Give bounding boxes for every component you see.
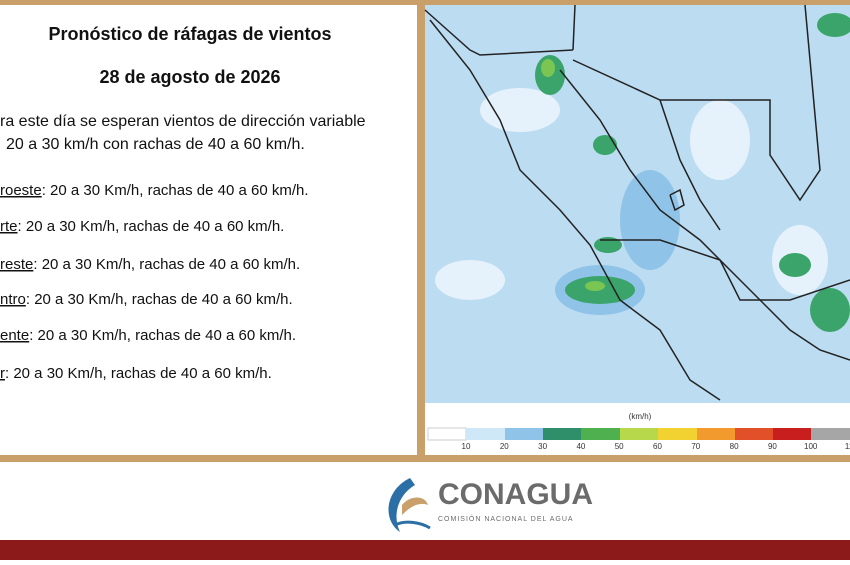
region-name: ntro xyxy=(0,291,26,308)
legend-label: 10 xyxy=(462,442,471,451)
legend-label: 80 xyxy=(730,442,739,451)
region-line: roeste: 20 a 30 Km/h, rachas de 40 a 60 … xyxy=(0,182,309,199)
legend-label: 40 xyxy=(576,442,585,451)
intro-line: 20 a 30 km/h con rachas de 40 a 60 km/h. xyxy=(6,136,305,153)
logo-name: CONAGUA xyxy=(438,478,593,511)
logo xyxy=(388,478,431,532)
region-name: r xyxy=(0,365,5,382)
region-text: : 20 a 30 Km/h, rachas de 40 a 60 km/h. xyxy=(29,327,296,344)
region-name: roeste xyxy=(0,182,42,199)
text-panel xyxy=(0,5,417,455)
region-line: ntro: 20 a 30 Km/h, rachas de 40 a 60 km… xyxy=(0,291,293,308)
region-text: : 20 a 30 Km/h, rachas de 40 a 60 km/h. xyxy=(18,218,285,235)
intro-line: ra este día se esperan vientos de direcc… xyxy=(0,113,366,130)
legend-label: 50 xyxy=(615,442,624,451)
legend-unit: (km/h) xyxy=(629,412,652,421)
region-text: : 20 a 30 Km/h, rachas de 40 a 60 km/h. xyxy=(33,256,300,273)
title: Pronóstico de ráfagas de vientos xyxy=(48,24,331,44)
legend-label: 60 xyxy=(653,442,662,451)
region-line: reste: 20 a 30 Km/h, rachas de 40 a 60 k… xyxy=(0,256,300,273)
region-text: : 20 a 30 Km/h, rachas de 40 a 60 km/h. xyxy=(26,291,293,308)
logo-subtitle: COMISIÓN NACIONAL DEL AGUA xyxy=(438,514,574,523)
region-text: : 20 a 30 Km/h, rachas de 40 a 60 km/h. xyxy=(5,365,272,382)
footer-bar xyxy=(0,540,850,560)
region-name: reste xyxy=(0,256,33,273)
legend-labels: 10 20 30 40 50 60 70 80 90 100 11 xyxy=(462,442,850,451)
date: 28 de agosto de 2026 xyxy=(99,67,280,87)
region-text: : 20 a 30 Km/h, rachas de 40 a 60 km/h. xyxy=(42,182,309,199)
legend-label: 20 xyxy=(500,442,509,451)
legend-label: 70 xyxy=(691,442,700,451)
colorbar xyxy=(427,427,850,441)
region-line: ente: 20 a 30 Km/h, rachas de 40 a 60 km… xyxy=(0,327,296,344)
legend-label: 11 xyxy=(845,442,850,451)
region-line: rte: 20 a 30 Km/h, rachas de 40 a 60 km/… xyxy=(0,218,284,235)
legend-label: 30 xyxy=(538,442,547,451)
regions: roeste: 20 a 30 Km/h, rachas de 40 a 60 … xyxy=(0,182,309,382)
legend-label: 90 xyxy=(768,442,777,451)
map xyxy=(424,4,850,403)
legend-label: 100 xyxy=(804,442,818,451)
region-name: rte xyxy=(0,218,18,235)
region-line: r: 20 a 30 Km/h, rachas de 40 a 60 km/h. xyxy=(0,365,272,382)
region-name: ente xyxy=(0,327,29,344)
